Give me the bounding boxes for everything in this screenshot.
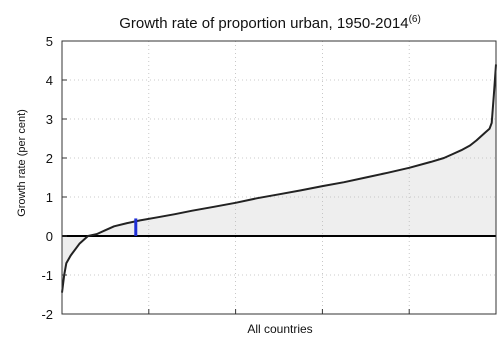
plot-frame — [61, 40, 497, 315]
y-tick-label: -2 — [41, 307, 53, 322]
y-tick-label: 3 — [46, 112, 53, 127]
data-line — [61, 64, 497, 293]
y-tick-label: 2 — [46, 151, 53, 166]
y-tick-label: -1 — [41, 268, 53, 283]
y-tick-label: 5 — [46, 34, 53, 49]
chart-title-superscript: (6) — [409, 14, 421, 25]
y-tick-label: 0 — [46, 229, 53, 244]
y-axis-label: Growth rate (per cent) — [16, 109, 28, 217]
x-axis-label: All countries — [247, 322, 312, 336]
chart-title: Growth rate of proportion urban, 1950-20… — [119, 14, 421, 32]
chart-title-text: Growth rate of proportion urban, 1950-20… — [119, 15, 408, 32]
plot-area: -2 -1 0 1 2 3 4 5 — [41, 34, 497, 322]
y-tick-label: 1 — [46, 190, 53, 205]
y-tick-label: 4 — [46, 73, 53, 88]
